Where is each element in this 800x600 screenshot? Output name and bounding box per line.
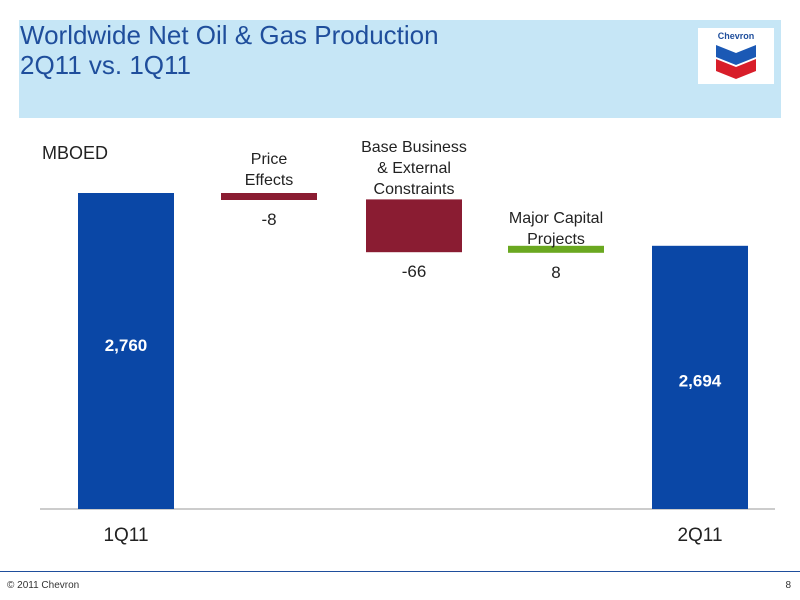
- copyright-text: © 2011 Chevron: [7, 580, 80, 591]
- y-axis-unit-label: MBOED: [42, 143, 109, 163]
- header-band: [19, 20, 781, 118]
- category-label-1-line-1: Effects: [245, 172, 294, 189]
- category-label-3-line-1: Projects: [527, 231, 585, 248]
- logo-text: Chevron: [718, 31, 755, 41]
- bar-4: [652, 245, 748, 510]
- data-label-4: 2,694: [679, 371, 722, 390]
- bar-0: [78, 193, 174, 509]
- page-title: Worldwide Net Oil & Gas Production 2Q11 …: [20, 20, 439, 80]
- title-line-1: Worldwide Net Oil & Gas Production: [20, 20, 439, 50]
- data-label-1: -8: [261, 210, 276, 229]
- x-tick-label-1: 2Q11: [677, 525, 722, 546]
- bar-3: [508, 245, 604, 253]
- bar-1: [221, 193, 317, 200]
- category-label-1-line-0: Price: [251, 151, 288, 168]
- category-label-2-line-0: Base Business: [361, 139, 467, 156]
- title-line-2: 2Q11 vs. 1Q11: [20, 50, 192, 80]
- footer: © 2011 Chevron 8: [0, 571, 800, 600]
- page-number: 8: [785, 580, 791, 591]
- bar-2: [366, 199, 462, 253]
- footer-rule: [0, 571, 800, 572]
- x-tick-label-0: 1Q11: [103, 525, 148, 546]
- category-label-3-line-0: Major Capital: [509, 210, 603, 227]
- category-label-2-line-2: Constraints: [374, 181, 455, 198]
- chevron-logo-icon: Chevron: [698, 28, 774, 84]
- data-label-2: -66: [402, 262, 427, 281]
- data-label-3: 8: [551, 263, 560, 282]
- category-label-2-line-1: & External: [377, 160, 451, 177]
- data-label-0: 2,760: [105, 336, 148, 355]
